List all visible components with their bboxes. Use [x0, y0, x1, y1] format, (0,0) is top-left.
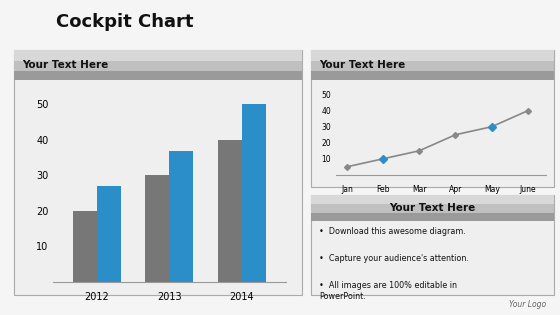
Bar: [97, 186, 121, 282]
Text: •  Download this awesome diagram.: • Download this awesome diagram.: [319, 227, 466, 236]
Text: Cockpit Chart: Cockpit Chart: [56, 13, 194, 31]
Text: Your Text Here: Your Text Here: [389, 203, 476, 213]
Text: Your Logo: Your Logo: [509, 300, 546, 309]
Text: •  All images are 100% editable in
PowerPoint.: • All images are 100% editable in PowerP…: [319, 281, 457, 301]
Bar: [218, 140, 242, 282]
Bar: [242, 104, 266, 282]
Bar: [146, 175, 169, 282]
Text: Your Text Here: Your Text Here: [319, 60, 405, 70]
Bar: [73, 211, 97, 282]
Bar: [170, 151, 193, 282]
Text: Your Text Here: Your Text Here: [22, 60, 109, 70]
Text: •  Capture your audience's attention.: • Capture your audience's attention.: [319, 254, 469, 263]
